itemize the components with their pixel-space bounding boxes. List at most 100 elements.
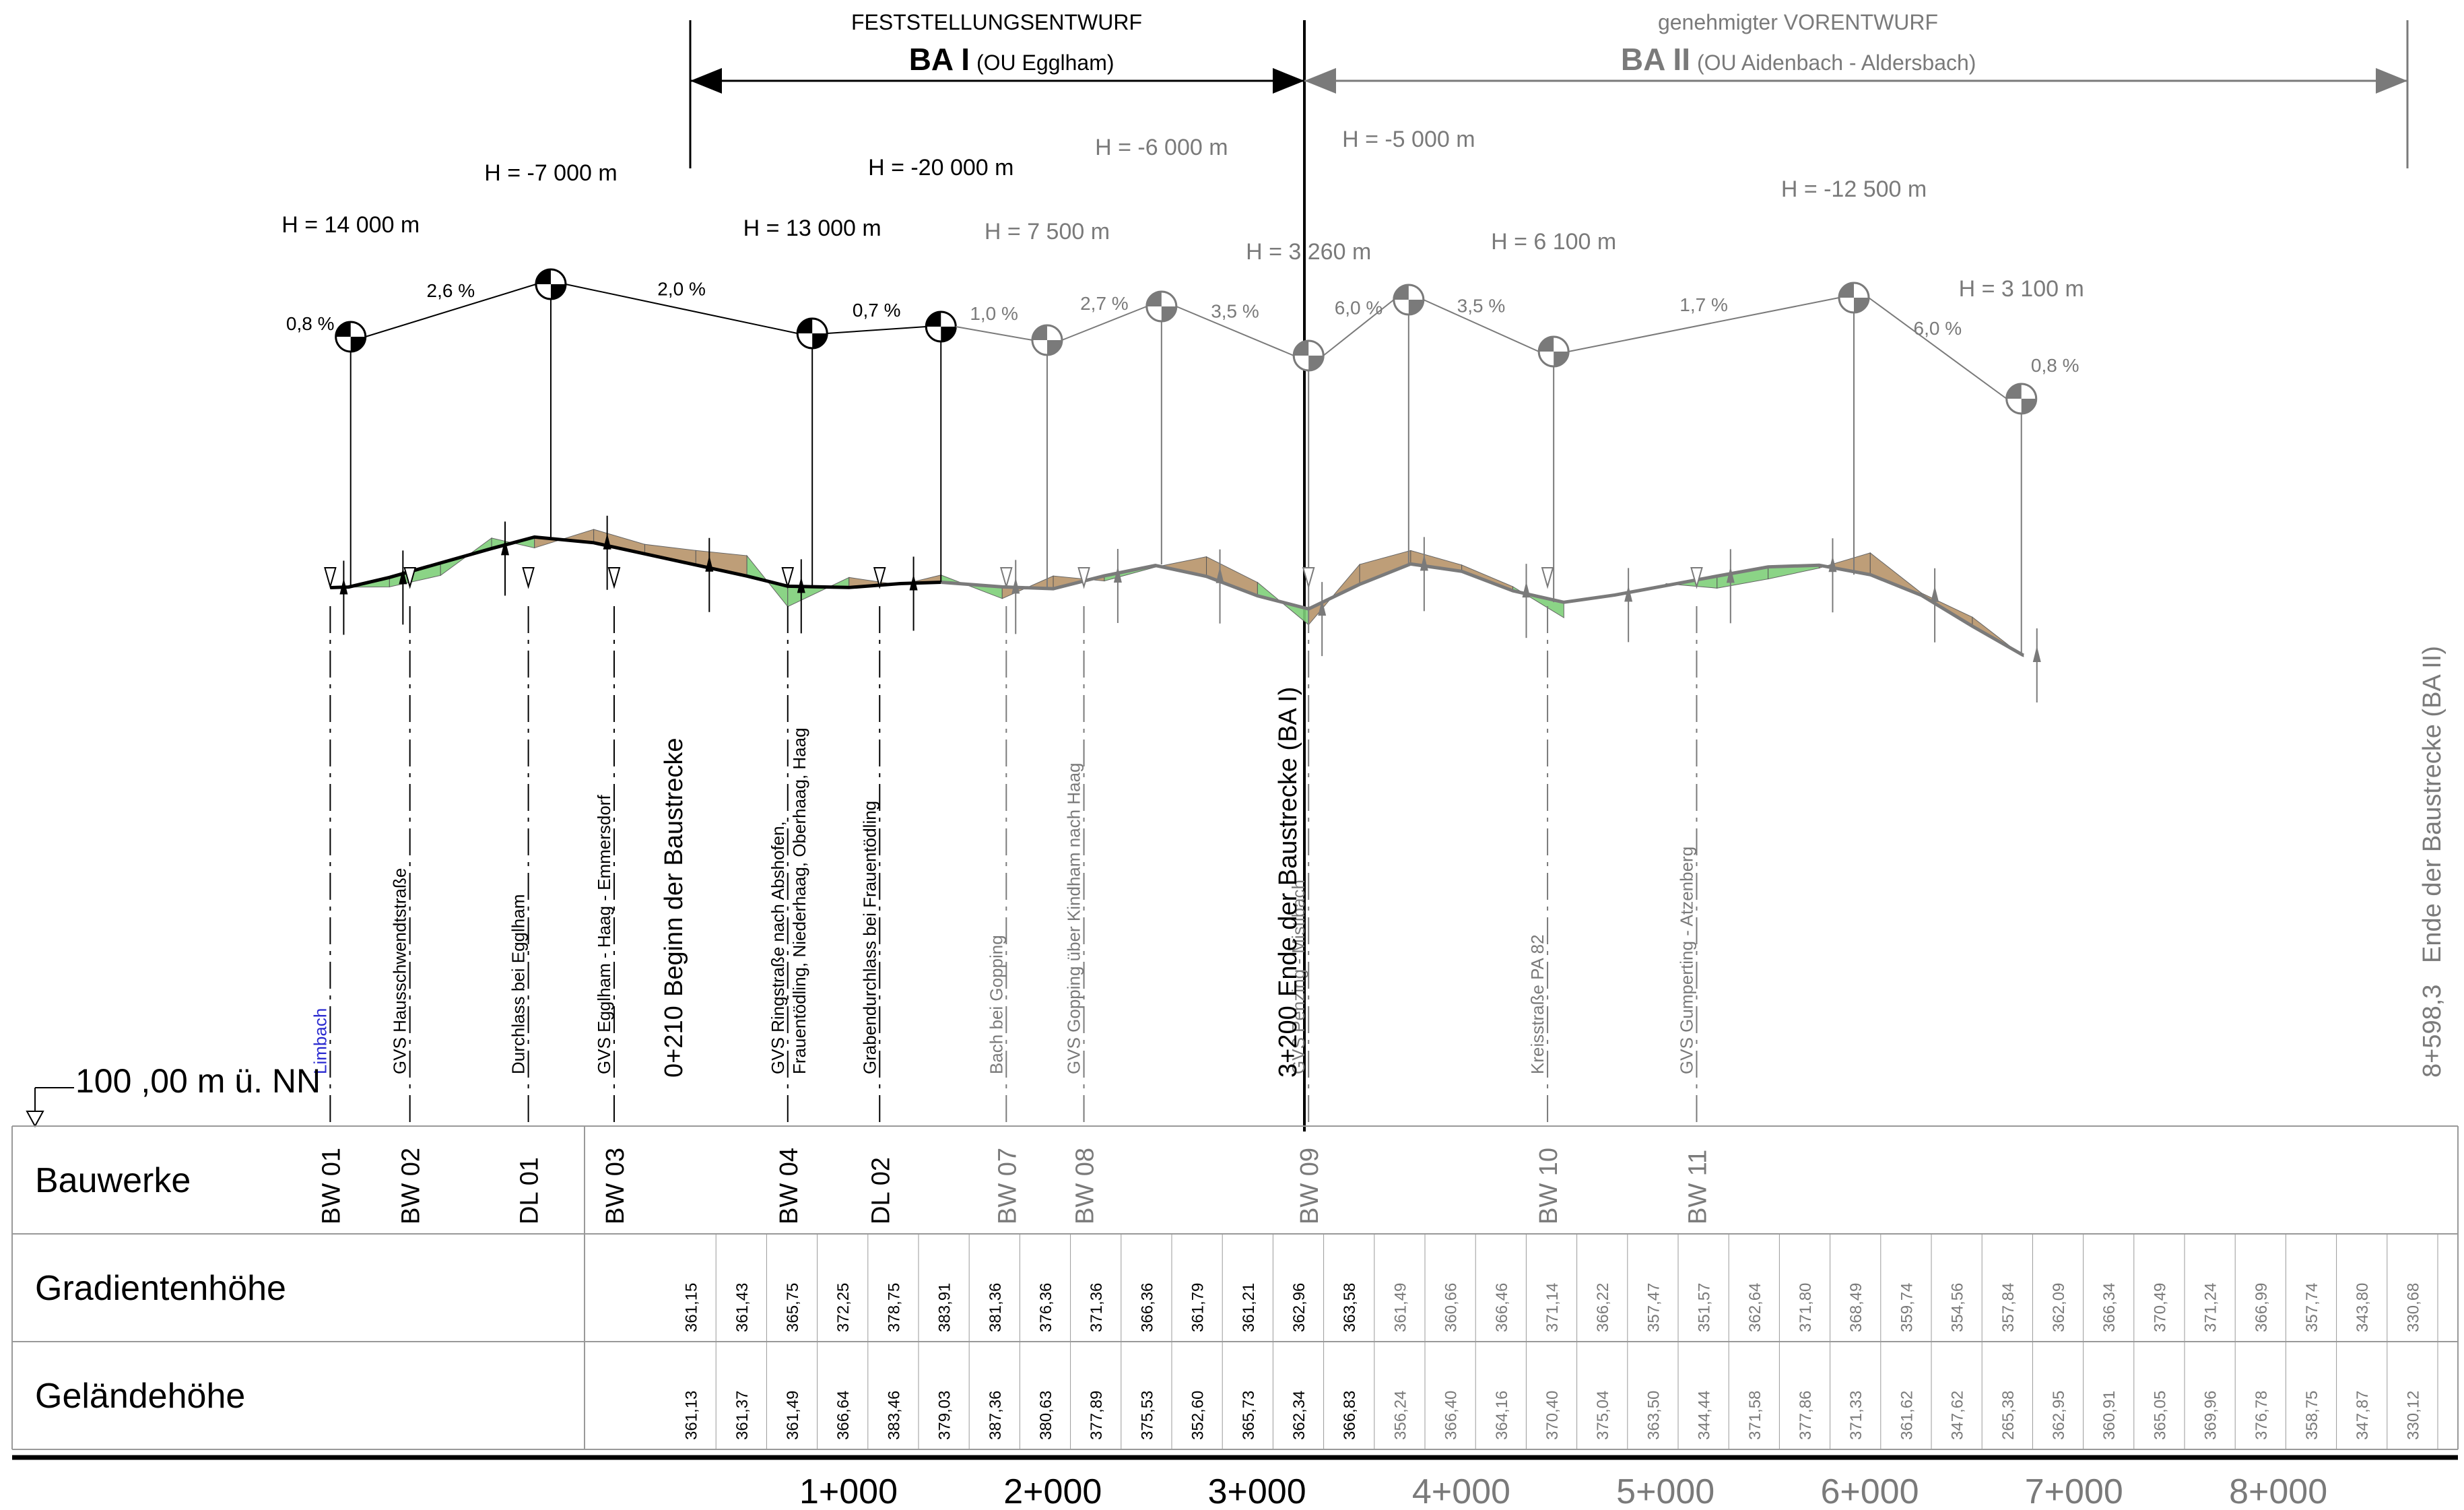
grade-label: 0,8 % [286,313,335,334]
vc-radius-label: H = -5 000 m [1342,127,1475,152]
terrain-tick-arrow [1624,585,1633,602]
grade-label: 6,0 % [1335,298,1383,319]
vc-symbol-quadrant [926,312,941,327]
grade-line [1176,306,1294,356]
grade-line [1061,306,1147,341]
grade-line [565,284,798,334]
gradient-height-cell: 366,46 [1493,1283,1511,1332]
structure-code: BW 02 [397,1148,426,1224]
terrain-height-cell: 360,91 [2100,1391,2119,1440]
terrain-height-cell: 365,05 [2151,1391,2169,1440]
gradient-height-cell: 362,64 [1746,1283,1764,1332]
ba2-status: genehmigter VORENTWURF [1658,10,1938,34]
terrain-tick-arrow [1522,581,1531,598]
end-ba1-label: 3+200 Ende der Baustrecke (BA I) [1274,687,1302,1078]
terrain-height-cell: 377,86 [1797,1391,1815,1440]
gradient-height-cell: 371,14 [1543,1283,1562,1332]
grade-labels: 0,8 % 2,6 % 2,0 % 0,7 % 1,0 % 2,7 % 3,5 % 6,0 %… [286,279,2079,399]
structure-arrow [607,567,621,589]
terrain-height-cell: 362,34 [1290,1391,1308,1440]
vc-symbol-quadrant [1146,292,1162,306]
terrain-height-cell: 347,62 [1949,1391,1967,1440]
gradient-height-cell: 362,96 [1290,1283,1308,1332]
ba1-status: FESTSTELLUNGSENTWURF [851,10,1142,34]
data-table: Bauwerke Gradientenhöhe Geländehöhe 361,… [11,1125,2459,1460]
structure-description: GVS Penzing - Mistlbach [1288,880,1308,1074]
grade-label: 1,0 % [970,303,1018,324]
terrain-tick-arrow [1216,566,1224,583]
vc-symbol-quadrant [1554,352,1569,366]
gradient-height-cell: 366,34 [2100,1283,2119,1332]
vc-symbol-quadrant [812,333,828,348]
terrain-tick-arrow [603,533,611,550]
gradient-height-cell: 357,84 [1999,1283,2018,1332]
grade-label: 0,8 % [2031,355,2079,376]
grade-line [956,326,1033,341]
grade-line [1868,297,2007,399]
end-ba1-station: 3+200 [1274,1006,1302,1078]
ba2-arrow-right [2376,68,2407,94]
end-ba2-station: 8+598,3 [2418,985,2446,1078]
gradient-height-cell: 372,25 [834,1283,853,1332]
terrain-tick-arrow [1011,577,1020,594]
structure-description: GVS Gopping über Kindham nach Haag [1064,762,1084,1074]
vertical-curves: H = 14 000 m H = -7 000 m H = 13 000 m H = … [281,127,2084,655]
terrain-height-cell: 347,87 [2354,1391,2372,1440]
terrain-height-cell: 361,13 [683,1391,701,1440]
gradient-line [330,535,2024,657]
grade-line [1568,297,1840,352]
gradient-height-cell: 354,56 [1949,1283,1967,1332]
gradient-height-cell: 366,99 [2253,1283,2271,1332]
gradient-height-cell: 381,36 [987,1283,1005,1332]
structure-description: GVS Egglham - Haag - Emmersdorf [594,795,614,1074]
terrain-tick-arrow [339,578,348,595]
structure-arrow [1690,567,1703,589]
section-labels: 0+210 Beginn der Baustrecke 3+200 Ende d… [660,646,2446,1078]
structure-arrow [1302,567,1315,589]
terrain-height-cell: 371,58 [1746,1391,1764,1440]
grade-line [827,326,927,334]
station-label: 6+000 [1820,1472,1919,1510]
gradient-height-cell: 366,22 [1594,1283,1612,1332]
gradient-height-cell: 361,15 [683,1283,701,1332]
vc-symbol-quadrant [2006,384,2022,399]
terrain-tick-arrow [1726,566,1735,583]
ba1-arrow-left [690,68,722,94]
structure-code: BW 03 [601,1148,630,1224]
end-ba2-text: Ende der Baustrecke (BA II) [2418,646,2446,963]
terrain-height-cell: 375,04 [1594,1391,1612,1440]
vc-symbol-quadrant [535,269,551,284]
terrain-height-cell: 361,62 [1898,1391,1916,1440]
ba2-arrow-left [1304,68,1336,94]
station-label: 7+000 [2025,1472,2123,1510]
structure-code: DL 01 [516,1157,544,1224]
gradient-height-cell: 376,36 [1037,1283,1055,1332]
terrain-tick-arrow [705,555,714,572]
terrain-height-cell: 358,75 [2303,1391,2321,1440]
gradient-line-ba2 [941,562,2024,657]
terrain-height-cell: 370,40 [1543,1391,1562,1440]
vc-radius-label: H = 3 260 m [1246,239,1371,265]
structure-description: Grabendurchlass bei Frauentödling [859,801,879,1074]
station-label: 8+000 [2229,1472,2327,1510]
structure-code: BW 01 [317,1148,345,1224]
gradient-height-cell: 371,24 [2202,1283,2220,1332]
vc-symbol-quadrant [1839,283,1855,298]
structure-arrow [873,567,886,589]
terrain-tick-arrow [399,568,407,585]
structure-arrow [781,567,795,589]
terrain-height-cell: 379,03 [936,1391,954,1440]
gradient-height-cell: 343,80 [2354,1283,2372,1332]
ba1-name: BA I [909,42,970,77]
station-label: 3+000 [1208,1472,1306,1510]
structure-code: BW 11 [1684,1150,1712,1224]
structure-codes: BW 01 BW 02 DL 01 BW 03 BW 04 DL 02 BW 07 BW 08… [317,1148,1712,1224]
vc-symbol-quadrant [335,322,351,337]
structure-description: Limbach [310,1008,330,1074]
end-ba1-text: Ende der Baustrecke (BA I) [1274,687,1302,997]
gradient-height-cell: 360,66 [1442,1283,1461,1332]
terrain-height-cell: 376,78 [2253,1391,2271,1440]
terrain-height-cell: 356,24 [1391,1391,1409,1440]
gradient-height-cell: 330,68 [2404,1283,2422,1332]
